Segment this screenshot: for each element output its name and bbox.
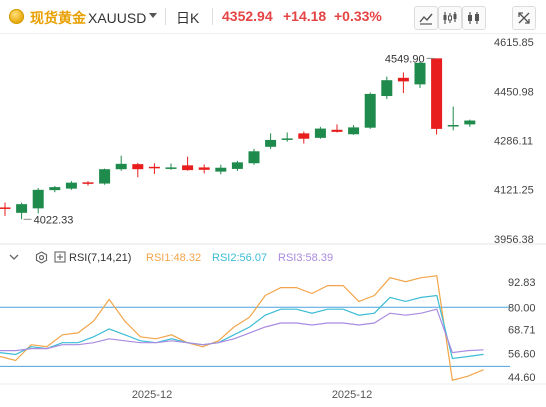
divider [165, 8, 166, 25]
candle-body [165, 167, 177, 169]
candle-body [99, 169, 111, 184]
fullscreen-icon [518, 12, 530, 24]
settings-icon[interactable] [35, 251, 48, 267]
rsi2-value: 56.07 [239, 252, 268, 264]
candle-body [0, 207, 11, 209]
candle-body [464, 120, 476, 125]
chart-header: 现货黄金 XAUUSD 日K 4352.94 +14.18 +0.33% [0, 0, 546, 34]
rsi-axis-label: 92.83 [508, 277, 536, 289]
rsi3-label: RSI3:58.39 [278, 252, 334, 264]
price-change: +14.18 [283, 8, 327, 24]
candle-body [281, 138, 293, 140]
price-axis-label: 4121.25 [494, 185, 534, 197]
fullscreen-button[interactable] [512, 6, 536, 30]
rsi-axis-label: 80.00 [508, 302, 536, 314]
rsi-axis-label: 56.60 [508, 348, 536, 360]
candle-body [115, 163, 127, 170]
candle-body [231, 162, 243, 169]
candle-body [381, 80, 393, 97]
collapse-icon[interactable] [8, 251, 20, 266]
candle-style-icon [419, 13, 433, 25]
rsi3-value: 58.39 [305, 252, 334, 264]
candle-body [364, 93, 376, 128]
candle-body [198, 167, 210, 170]
indicator-icon [443, 12, 457, 24]
candle-body [331, 129, 343, 132]
candle-body [215, 167, 227, 172]
rsi1-label: RSI1:48.32 [146, 252, 202, 264]
low-annotation: 4022.33 [34, 214, 74, 226]
candle-body [265, 139, 277, 147]
candle-style-button[interactable] [414, 6, 438, 30]
candle-body [49, 187, 61, 191]
rsi1-value: 48.32 [173, 252, 202, 264]
candle-body [397, 77, 409, 82]
candle-body [431, 58, 443, 129]
toggle-icon[interactable] [54, 251, 66, 266]
candle-body [182, 165, 194, 171]
symbol-name: 现货黄金 [30, 10, 86, 26]
compare-button[interactable] [462, 6, 486, 30]
candle-body [298, 133, 310, 139]
rsi3-name: RSI3 [278, 252, 303, 264]
rsi1-name: RSI1 [146, 252, 171, 264]
time-axis-label: 2025-12 [332, 389, 372, 401]
candle-body [148, 166, 160, 169]
indicator-button[interactable] [438, 6, 462, 30]
chevron-down-icon[interactable] [149, 13, 157, 18]
candle-body [132, 164, 144, 170]
candle-body [447, 125, 459, 127]
symbol-selector[interactable]: 现货黄金 XAUUSD [30, 8, 146, 28]
gold-coin-icon [9, 9, 24, 24]
candle-body [65, 182, 77, 189]
symbol-code: XAUUSD [88, 10, 147, 26]
timeframe-selector[interactable]: 日K [176, 10, 200, 26]
rsi-series-line [0, 294, 484, 360]
rsi-title: RSI(7,14,21) [69, 252, 132, 264]
rsi-series-line [0, 308, 484, 354]
candle-body [16, 204, 28, 213]
rsi-axis-label: 68.71 [508, 325, 536, 337]
high-annotation: 4549.90 [385, 53, 425, 65]
compare-icon [468, 12, 479, 24]
rsi-axis-label: 44.60 [508, 372, 536, 384]
rsi2-label: RSI2:56.07 [212, 252, 268, 264]
rsi2-name: RSI2 [212, 252, 237, 264]
time-axis-label: 2025-12 [132, 389, 172, 401]
candle-body [414, 62, 426, 85]
price-change-percent: +0.33% [334, 8, 382, 24]
divider [212, 8, 213, 25]
candle-body [32, 189, 44, 209]
rsi-series-line [0, 275, 484, 381]
candle-body [82, 182, 94, 184]
candle-body [248, 151, 260, 164]
price-axis-label: 4615.85 [494, 37, 534, 49]
last-price: 4352.94 [222, 8, 273, 24]
price-axis-label: 4450.98 [494, 86, 534, 98]
candle-body [348, 127, 360, 135]
price-axis-label: 3956.38 [494, 234, 534, 246]
price-axis-label: 4286.11 [494, 136, 533, 148]
candle-body [314, 128, 326, 138]
